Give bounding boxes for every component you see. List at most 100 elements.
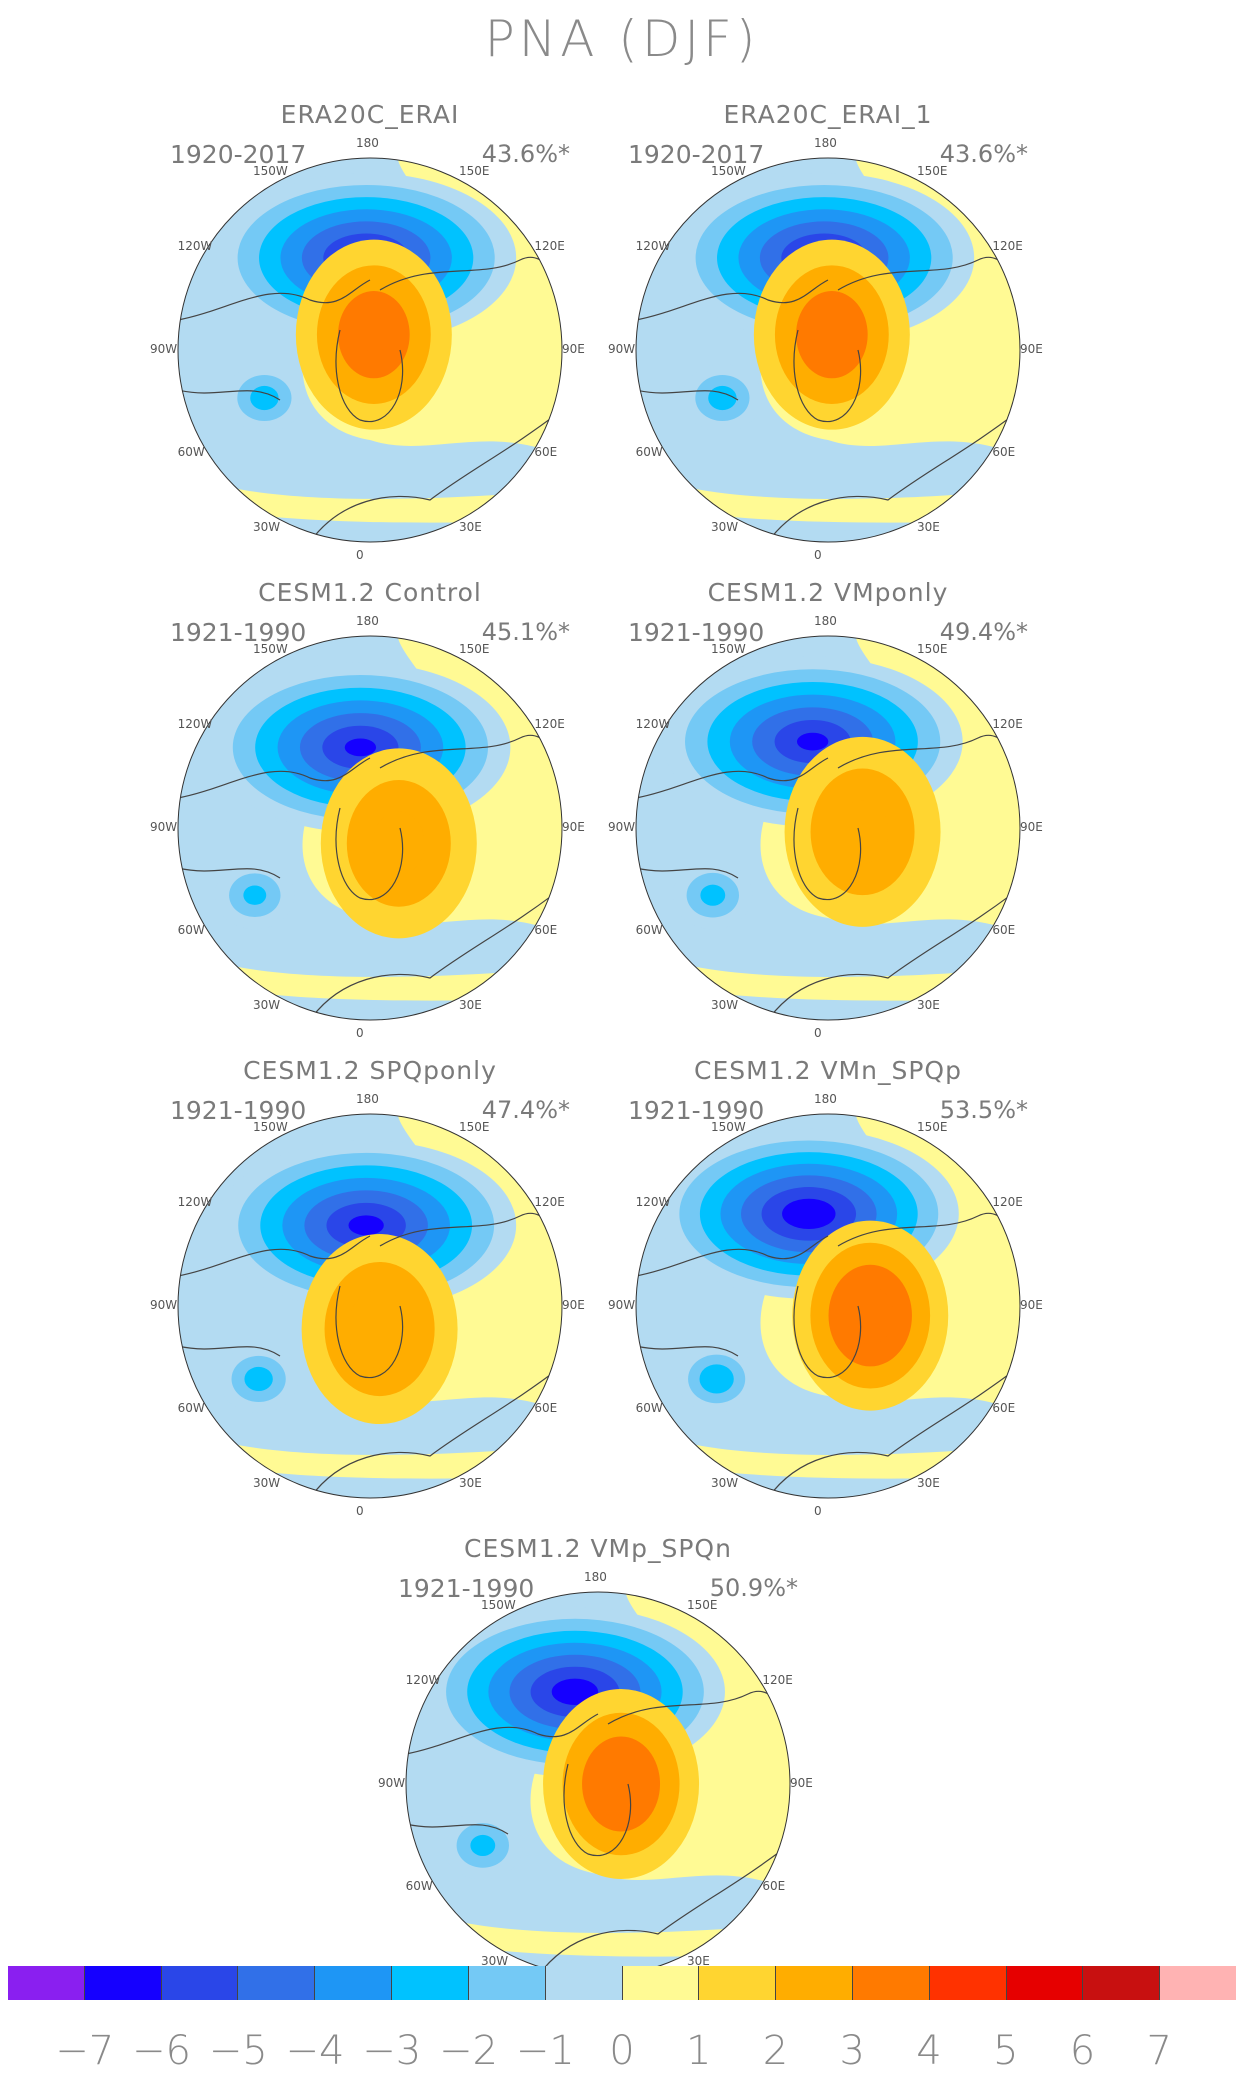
panel-title: CESM1.2 Control (258, 578, 482, 607)
longitude-label: 90E (562, 820, 585, 834)
coastlines (178, 734, 562, 1020)
colorbar-tick-label: 3 (839, 2028, 865, 2074)
colorbar-tick-label: −1 (515, 2028, 575, 2074)
longitude-label: 30E (687, 1954, 710, 1969)
colorbar-tick-label: 7 (1146, 2028, 1172, 2074)
map-panel-cesm-vmn-spqp: CESM1.2 VMn_SPQp 1921-1990 53.5%* 180 150E 12… (568, 1056, 1088, 1536)
colorbar-labels: −7 −6 −5 −4 −3 −2 −1 0 1 2 3 4 5 6 7 (8, 2028, 1236, 2076)
longitude-label: 120E (992, 1195, 1023, 1209)
longitude-label: 60E (534, 445, 558, 459)
longitude-label: 120W (177, 717, 213, 731)
longitude-label: 60E (992, 445, 1016, 459)
coastlines (636, 256, 1020, 542)
longitude-label: 0 (814, 1026, 822, 1040)
colorbar-swatch (852, 1966, 930, 2000)
longitude-label: 90E (1020, 820, 1043, 834)
colorbar-tick-label: −7 (55, 2028, 115, 2074)
colorbar-swatch (699, 1966, 777, 2000)
panel-title: CESM1.2 SPQponly (243, 1056, 497, 1085)
longitude-label: 0 (814, 548, 822, 562)
map-panel-cesm-control: CESM1.2 Control 1921-1990 45.1%* 180 150E 120… (110, 578, 630, 1058)
longitude-label: 30E (459, 1476, 482, 1491)
longitude-label: 150W (481, 1597, 516, 1612)
colorbar-swatch (468, 1966, 546, 2000)
panel-period: 1920-2017 (628, 140, 765, 169)
longitude-label: 120W (405, 1673, 441, 1687)
longitude-label: 150E (459, 163, 490, 178)
longitude-label: 150W (253, 1119, 288, 1134)
longitude-label: 60W (635, 923, 663, 937)
polar-map (177, 1113, 563, 1499)
panel-variance: 43.6%* (939, 140, 1028, 168)
longitude-label: 30W (711, 520, 739, 535)
longitude-label: 30E (917, 998, 940, 1013)
longitude-label: 30W (253, 520, 281, 535)
longitude-label: 150E (687, 1597, 718, 1612)
map-panel-cesm-vmp-spqn: CESM1.2 VMp_SPQn 1921-1990 50.9%* 180 150E 12… (338, 1534, 858, 2014)
longitude-label: 0 (814, 1504, 822, 1518)
colorbar-swatch (776, 1966, 853, 2000)
longitude-label: 180 (814, 1092, 837, 1106)
map-panel-cesm-spqponly: CESM1.2 SPQponly 1921-1990 47.4%* 180 150E 12… (110, 1056, 630, 1536)
longitude-label: 180 (356, 136, 379, 150)
longitude-label: 90E (1020, 342, 1043, 356)
colorbar (8, 1966, 1236, 2000)
longitude-label: 90W (608, 1298, 636, 1312)
longitude-label: 180 (814, 136, 837, 150)
panel-period: 1921-1990 (628, 1096, 765, 1125)
colorbar-tick-label: −2 (439, 2028, 498, 2074)
panel-variance: 47.4%* (481, 1096, 570, 1124)
colorbar-swatch (929, 1966, 1007, 2000)
longitude-label: 120E (762, 1673, 793, 1687)
colorbar-swatch (1006, 1966, 1084, 2000)
colorbar-swatch (545, 1966, 623, 2000)
colorbar-swatch (315, 1966, 393, 2000)
longitude-label: 60E (992, 1401, 1016, 1415)
longitude-label: 150E (459, 1119, 490, 1134)
longitude-label: 150W (711, 163, 746, 178)
map-panel-era20c-erai: ERA20C_ERAI 1920-2017 43.6%* 180 150E 120E 90E… (110, 100, 630, 580)
polar-map (405, 1591, 791, 1977)
polar-map (635, 1113, 1021, 1499)
panel-title: CESM1.2 VMp_SPQn (464, 1534, 732, 1563)
panel-title: ERA20C_ERAI_1 (723, 100, 933, 129)
longitude-label: 60E (762, 1879, 786, 1893)
longitude-label: 90W (608, 820, 636, 834)
colorbar-tick-label: 1 (686, 2028, 712, 2074)
longitude-label: 60W (177, 445, 205, 459)
colorbar-swatch (622, 1966, 700, 2000)
panel-period: 1921-1990 (170, 1096, 307, 1125)
panel-variance: 50.9%* (709, 1574, 798, 1602)
panel-title: CESM1.2 VMponly (707, 578, 949, 607)
colorbar-swatch (8, 1966, 85, 2000)
longitude-label: 60W (405, 1879, 433, 1893)
longitude-label: 150W (253, 163, 288, 178)
panel-variance: 49.4%* (939, 618, 1028, 646)
colorbar-tick-label: 5 (993, 2028, 1019, 2074)
longitude-label: 30W (711, 1476, 739, 1491)
longitude-label: 0 (356, 1026, 364, 1040)
panel-period: 1921-1990 (170, 618, 307, 647)
map-panel-era20c-erai-1: ERA20C_ERAI_1 1920-2017 43.6%* 180 150E 120E 9… (568, 100, 1088, 580)
longitude-label: 90W (150, 820, 178, 834)
longitude-label: 150W (711, 1119, 746, 1134)
longitude-label: 60W (177, 1401, 205, 1415)
figure-title: PNA (DJF) (484, 10, 760, 68)
longitude-label: 60W (635, 445, 663, 459)
longitude-label: 30W (253, 998, 281, 1013)
longitude-label: 150W (253, 641, 288, 656)
longitude-label: 30W (253, 1476, 281, 1491)
coastlines (178, 256, 562, 542)
longitude-label: 0 (356, 548, 364, 562)
longitude-label: 90E (562, 1298, 585, 1312)
coastlines (406, 1690, 790, 1976)
colorbar-tick-label: −6 (132, 2028, 191, 2074)
panel-variance: 43.6%* (481, 140, 570, 168)
colorbar-tick-label: −5 (208, 2028, 268, 2074)
longitude-label: 60E (534, 1401, 558, 1415)
colorbar-swatch (238, 1966, 316, 2000)
panel-variance: 53.5%* (939, 1096, 1028, 1124)
longitude-label: 180 (814, 614, 837, 628)
colorbar-tick-label: 4 (916, 2028, 942, 2074)
longitude-label: 90W (150, 342, 178, 356)
